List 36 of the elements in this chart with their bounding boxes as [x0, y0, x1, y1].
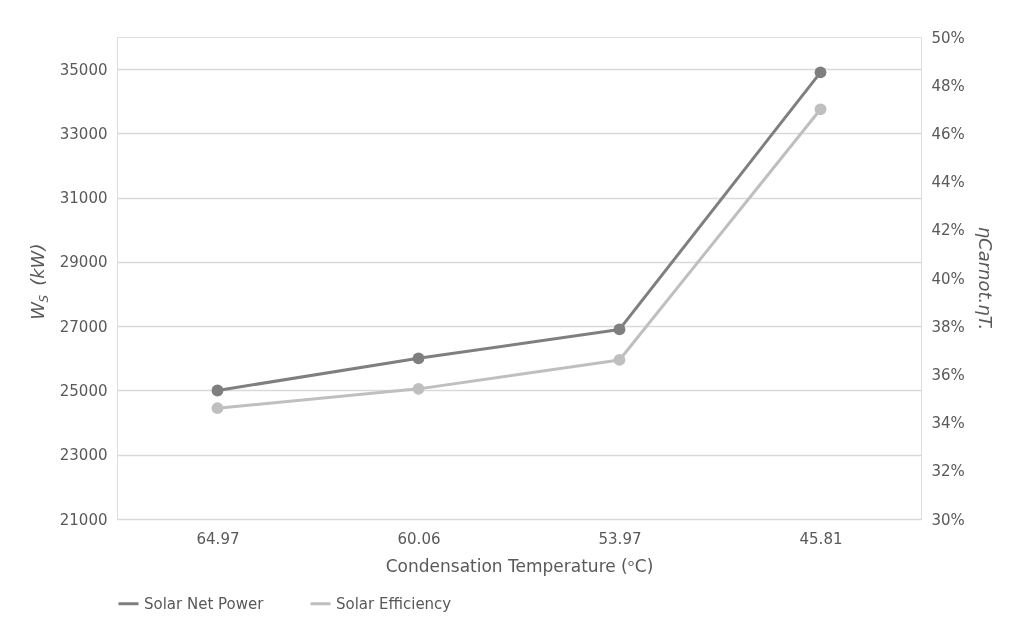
y2-tick-label: 34% [931, 414, 965, 433]
legend-label: Solar Net Power [144, 594, 265, 613]
y-tick-label: 27000 [59, 317, 108, 336]
y-tick-label: 23000 [59, 446, 108, 465]
y-tick-label: 29000 [59, 253, 108, 272]
y2-tick-label: 30% [931, 510, 965, 529]
point [211, 402, 224, 415]
point [211, 384, 224, 397]
y2-tick-label: 42% [931, 221, 965, 240]
legend-label: Solar Efficiency [336, 594, 452, 613]
y-tick-label: 31000 [59, 189, 108, 208]
y-axis-title: WS (kW) [27, 243, 51, 320]
x-axis-title: Condensation Temperature (ᵒC) [385, 555, 654, 576]
y2-tick-label: 38% [931, 317, 965, 336]
y2-tick-label: 46% [931, 124, 965, 143]
point [412, 352, 425, 365]
y2-tick-label: 44% [931, 173, 965, 192]
y-tick-label: 33000 [59, 124, 108, 143]
point [613, 323, 626, 336]
y2-tick-label: 48% [931, 76, 965, 95]
y-tick-label: 35000 [59, 60, 108, 79]
y-tick-label: 25000 [59, 381, 108, 400]
point [814, 66, 827, 79]
y2-tick-label: 36% [931, 365, 965, 384]
y2-tick-label: 32% [931, 462, 965, 481]
y2-tick-label: 40% [931, 269, 965, 288]
x-tick-label: 53.97 [598, 529, 642, 548]
y2-axis-title: ηCarnot.ηT. [974, 226, 996, 331]
point [814, 103, 827, 116]
point [613, 354, 626, 366]
y-tick-label: 21000 [59, 510, 108, 529]
x-tick-label: 60.06 [397, 529, 441, 548]
x-tick-label: 45.81 [799, 529, 843, 548]
x-tick-label: 64.97 [196, 529, 240, 548]
y2-tick-label: 50% [931, 28, 965, 47]
point [412, 382, 425, 395]
